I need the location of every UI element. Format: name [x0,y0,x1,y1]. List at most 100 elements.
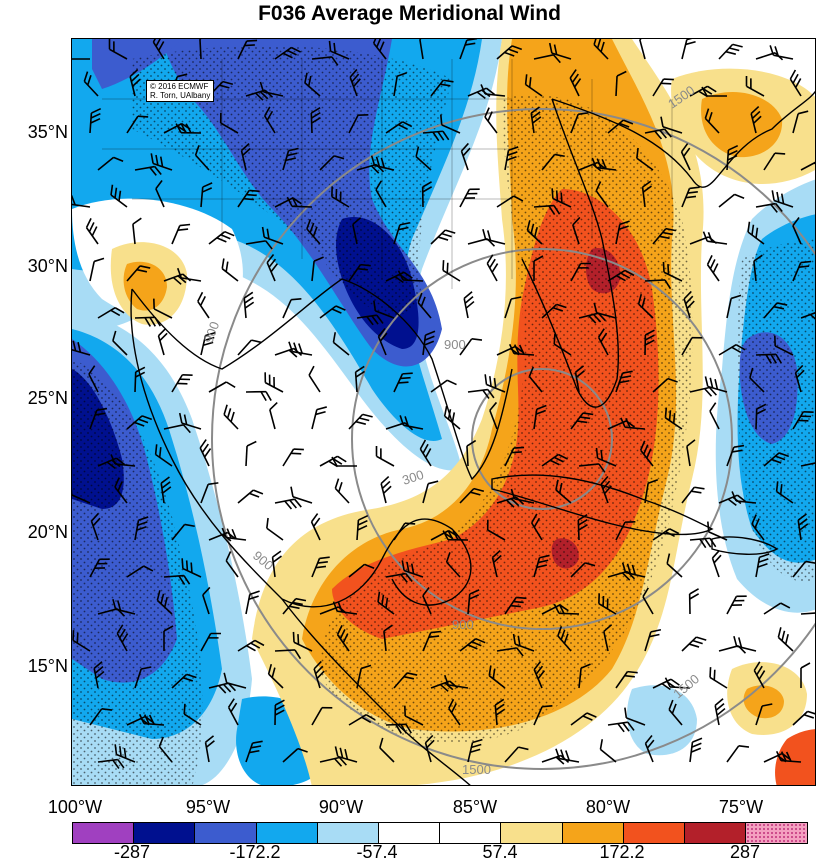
map-panel: 900 900 300 900 900 1500 1500 1500 © 201… [71,38,816,786]
wind-barb [652,78,674,97]
wind-barb [422,587,432,615]
wind-barb [274,197,302,208]
wind-barb [600,475,612,504]
wind-barb [292,631,313,652]
wind-barb [533,404,547,430]
wind-barb [93,661,105,689]
wind-barb [533,204,561,216]
wind-barb [688,588,700,615]
wind-barb [310,513,321,541]
wind-barb [288,341,313,356]
wind-barb [615,521,636,541]
wind-barb [393,372,413,393]
wind-barb [156,590,173,615]
field-light-sky-south [627,685,697,756]
wind-barb [72,340,91,356]
wind-barb [496,45,523,60]
wind-barb [134,516,149,541]
wind-barb [639,440,654,467]
wind-barb [372,39,387,60]
wind-barb [504,446,525,467]
wind-barb [557,625,572,652]
wind-barb [636,147,654,171]
wind-barb [541,153,565,171]
wind-barb [274,498,302,510]
wind-barb [419,39,429,60]
wind-barb [97,758,125,769]
wind-barb [171,673,197,689]
wind-barb [348,263,371,282]
wind-barb [89,558,110,578]
wind-barb [548,42,572,60]
wind-barb [240,143,251,171]
wind-barb [282,597,307,615]
wind-barb [615,670,638,689]
wind-barb [430,79,454,97]
wind-barb [591,157,617,171]
contour-label-900-b: 900 [444,337,466,352]
wind-barb [731,491,757,504]
contour-label-900-a: 900 [201,320,223,346]
wind-barb [753,661,766,689]
wind-barb [459,487,485,504]
contour-label-300: 300 [400,467,425,488]
wind-barb [714,698,726,726]
wind-barb [680,143,691,171]
wind-barb [375,446,395,467]
wind-barb [689,537,717,549]
wind-barb [319,155,345,171]
wind-barb [163,574,191,586]
colorbar-swatch [684,823,747,843]
wind-barb [150,153,173,171]
wind-barb [311,556,330,578]
wind-barb [686,439,696,467]
wind-barb [709,667,728,689]
wind-barb [158,736,173,763]
wind-barb [421,181,433,208]
wind-barb [282,298,302,319]
wind-barb [707,521,728,541]
wind-barb [459,338,483,356]
wind-barb [264,106,276,134]
credit-line-2: R. Torn, UAlbany [150,91,211,100]
wind-barb [570,412,594,430]
wind-barb [607,721,635,733]
wind-barb [349,68,361,97]
wind-barb [385,572,413,583]
wind-barb [771,190,794,208]
wind-barb [512,633,535,652]
wind-barb [621,562,646,578]
wind-barb [800,611,815,615]
wind-barb [354,365,366,393]
stipple-warm [320,94,693,743]
wind-barb [726,294,742,319]
wind-barb [424,734,435,763]
wind-barb [311,406,327,430]
colorbar-swatch [501,823,563,843]
wind-barb [112,599,136,615]
wind-barb [163,424,191,434]
wind-barb [332,601,358,615]
wind-barb [422,330,436,356]
wind-barb [266,253,279,282]
colorbar-swatch [73,823,135,843]
wind-barb [134,165,162,176]
wind-barb [377,591,395,615]
wind-barb [370,155,395,171]
wind-barb [72,484,91,504]
lon-label-85: 85°W [452,797,498,817]
wind-barb [89,708,113,726]
wind-barb [348,563,375,578]
wind-barb [777,627,794,652]
wind-barb [641,180,652,208]
wind-barb [531,513,543,541]
wind-barb [199,439,212,467]
wind-barb [282,747,308,763]
wind-barb [726,595,747,615]
colorbar-swatch [134,823,196,843]
wind-barb [644,279,672,290]
wind-barb [533,705,553,726]
wind-barb [290,486,313,504]
wind-barb [553,603,580,615]
wind-barb [528,366,543,393]
